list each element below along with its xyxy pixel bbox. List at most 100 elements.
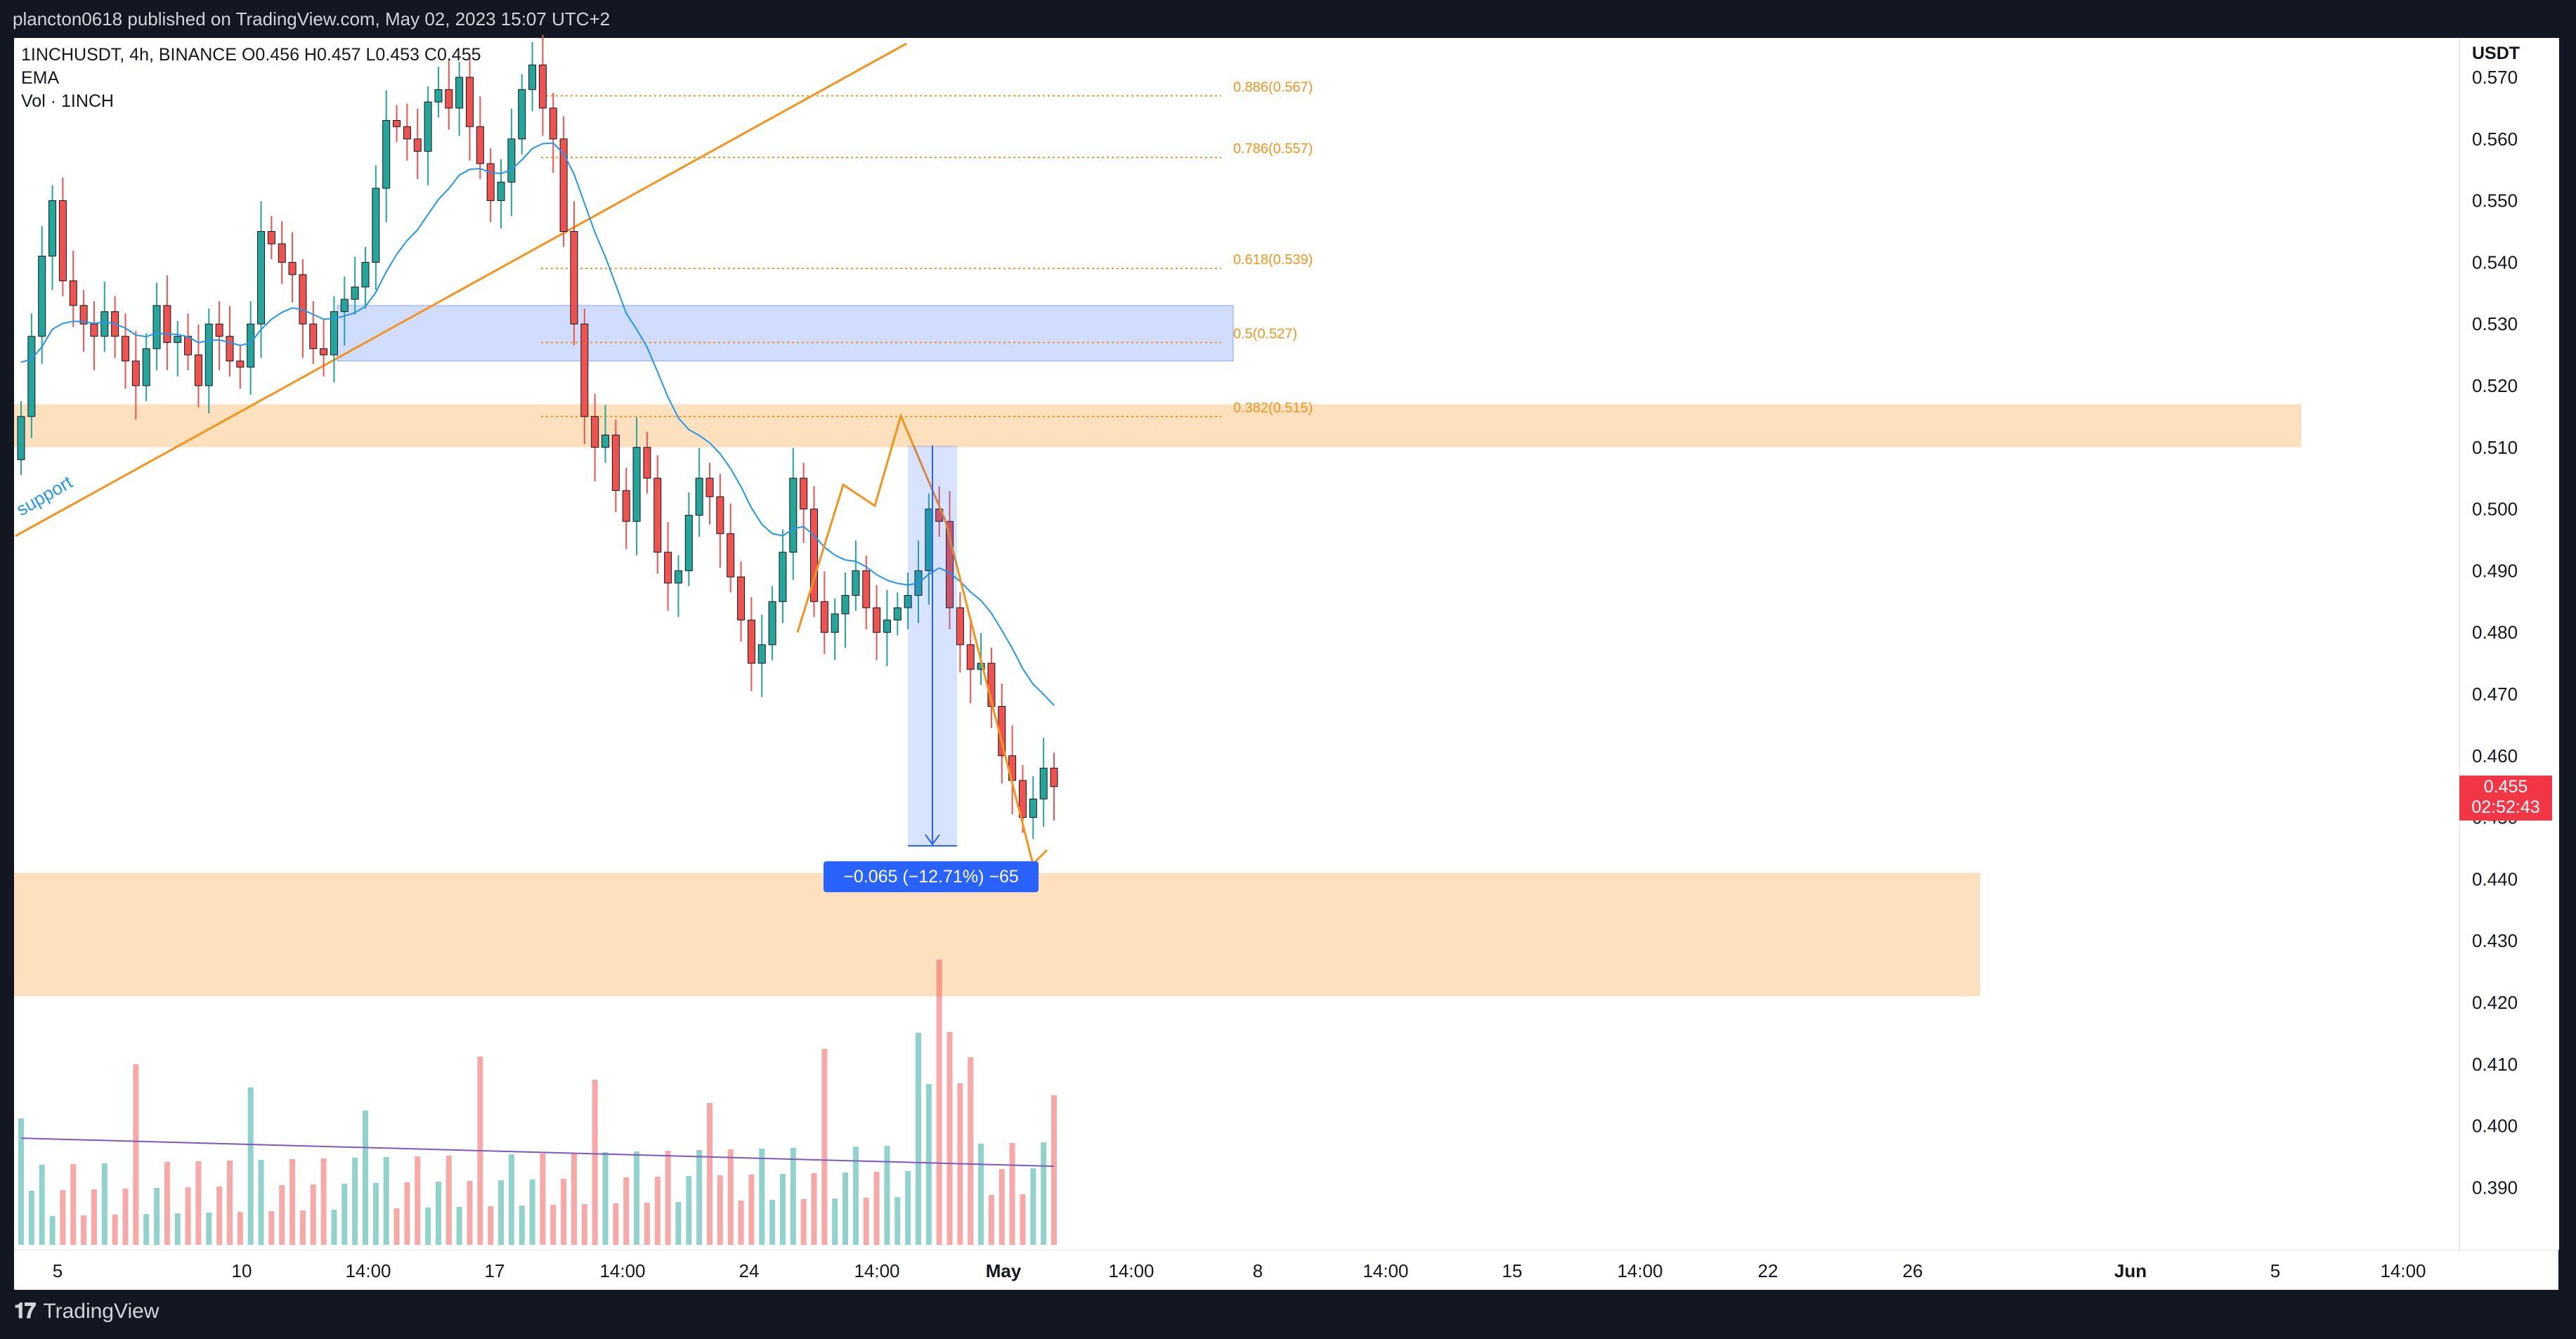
volume-bar-16 bbox=[185, 1187, 191, 1245]
candle-17 bbox=[194, 354, 202, 386]
volume-bar-6 bbox=[81, 1215, 87, 1245]
candle-12 bbox=[142, 348, 150, 386]
candle-80 bbox=[852, 570, 860, 596]
volume-bar-57 bbox=[613, 1203, 619, 1245]
symbol-legend[interactable]: 1INCHUSDT, 4h, BINANCE O0.456 H0.457 L0.… bbox=[21, 45, 481, 65]
volume-bar-2 bbox=[39, 1165, 45, 1245]
time-tick-8: 14:00 bbox=[1108, 1260, 1154, 1281]
price-axis[interactable] bbox=[2459, 38, 2559, 1250]
candle-42 bbox=[455, 77, 464, 109]
volume-bar-0 bbox=[18, 1118, 24, 1245]
volume-bar-89 bbox=[947, 1032, 953, 1245]
chart-pane[interactable] bbox=[14, 38, 2459, 1250]
candle-5 bbox=[69, 280, 77, 306]
volume-bar-46 bbox=[498, 1180, 505, 1245]
volume-bar-77 bbox=[821, 1049, 828, 1245]
volume-bar-78 bbox=[832, 1198, 838, 1245]
volume-bar-55 bbox=[592, 1080, 598, 1245]
volume-bar-32 bbox=[352, 1158, 358, 1245]
price-tick-16: 0.410 bbox=[2472, 1054, 2518, 1075]
ema-legend[interactable]: EMA bbox=[21, 68, 60, 88]
volume-bar-47 bbox=[508, 1154, 514, 1245]
candle-78 bbox=[831, 613, 839, 633]
candle-18 bbox=[204, 323, 213, 386]
left-frame bbox=[0, 38, 14, 1339]
volume-bar-30 bbox=[331, 1210, 337, 1245]
candle-43 bbox=[465, 77, 474, 127]
blue-zone bbox=[337, 305, 1234, 362]
volume-bar-95 bbox=[1009, 1143, 1015, 1245]
volume-bar-4 bbox=[60, 1190, 66, 1245]
candle-97 bbox=[1029, 798, 1037, 818]
volume-bar-96 bbox=[1020, 1194, 1026, 1245]
volume-bar-60 bbox=[644, 1203, 650, 1245]
candle-7 bbox=[90, 323, 98, 337]
volume-bar-54 bbox=[581, 1204, 587, 1245]
fib-label-0: 0.886(0.567) bbox=[1233, 79, 1313, 95]
volume-bar-23 bbox=[258, 1160, 264, 1245]
time-tick-11: 15 bbox=[1502, 1260, 1523, 1281]
volume-bar-9 bbox=[112, 1215, 118, 1245]
volume-bar-50 bbox=[540, 1154, 546, 1245]
candle-90 bbox=[956, 607, 964, 646]
candle-55 bbox=[591, 416, 599, 448]
candle-41 bbox=[445, 89, 453, 109]
candle-71 bbox=[757, 644, 766, 664]
tradingview-logo[interactable]: 𝟏𝟕 TradingView bbox=[14, 1300, 159, 1324]
volume-bar-52 bbox=[561, 1179, 567, 1245]
volume-bar-59 bbox=[634, 1151, 640, 1245]
price-tick-11: 0.460 bbox=[2472, 745, 2518, 766]
volume-bar-5 bbox=[70, 1164, 77, 1245]
volume-bar-14 bbox=[164, 1162, 170, 1245]
volume-bar-88 bbox=[936, 960, 942, 1245]
measure-label[interactable]: −0.065 (−12.71%) −65 bbox=[824, 861, 1039, 892]
time-tick-3: 17 bbox=[485, 1260, 505, 1281]
volume-bar-40 bbox=[435, 1182, 441, 1245]
fib-label-4: 0.382(0.515) bbox=[1233, 400, 1313, 416]
candle-29 bbox=[320, 348, 328, 355]
candle-28 bbox=[309, 323, 318, 349]
candle-8 bbox=[100, 311, 109, 337]
volume-bar-97 bbox=[1030, 1168, 1036, 1245]
candle-38 bbox=[413, 138, 422, 152]
price-tick-0: 0.570 bbox=[2472, 67, 2518, 88]
volume-bar-13 bbox=[154, 1188, 160, 1245]
candle-68 bbox=[727, 533, 735, 577]
candle-76 bbox=[809, 509, 818, 602]
candle-99 bbox=[1050, 767, 1058, 788]
price-tick-13: 0.440 bbox=[2472, 868, 2518, 889]
price-tick-10: 0.470 bbox=[2472, 684, 2518, 705]
candle-96 bbox=[1018, 780, 1027, 818]
support-trendline bbox=[15, 42, 907, 537]
candle-34 bbox=[372, 188, 380, 263]
volume-bar-53 bbox=[571, 1153, 577, 1245]
candle-98 bbox=[1039, 767, 1048, 799]
volume-bar-43 bbox=[467, 1181, 473, 1245]
candle-37 bbox=[403, 126, 411, 140]
volume-bar-86 bbox=[915, 1033, 921, 1245]
volume-bar-91 bbox=[968, 1057, 974, 1245]
volume-bar-70 bbox=[748, 1175, 755, 1245]
volume-legend[interactable]: Vol · 1INCH bbox=[21, 91, 114, 111]
candle-51 bbox=[549, 107, 557, 140]
time-axis[interactable] bbox=[14, 1250, 2558, 1291]
candle-31 bbox=[340, 299, 349, 313]
volume-bar-81 bbox=[863, 1198, 869, 1245]
candle-3 bbox=[48, 200, 57, 257]
volume-bar-24 bbox=[268, 1211, 275, 1245]
volume-bar-56 bbox=[602, 1152, 609, 1245]
candle-56 bbox=[601, 434, 610, 448]
right-frame bbox=[2558, 38, 2576, 1339]
candle-23 bbox=[257, 231, 266, 325]
volume-bar-26 bbox=[290, 1159, 296, 1245]
candle-74 bbox=[789, 478, 798, 553]
bar-countdown: 02:52:43 bbox=[2471, 797, 2540, 817]
candle-64 bbox=[684, 514, 693, 571]
volume-bar-65 bbox=[696, 1150, 703, 1245]
candle-21 bbox=[236, 360, 245, 368]
volume-bar-35 bbox=[383, 1157, 389, 1245]
candle-4 bbox=[58, 200, 67, 282]
candle-15 bbox=[174, 336, 182, 344]
candle-0 bbox=[17, 416, 25, 460]
volume-bar-67 bbox=[717, 1175, 723, 1245]
